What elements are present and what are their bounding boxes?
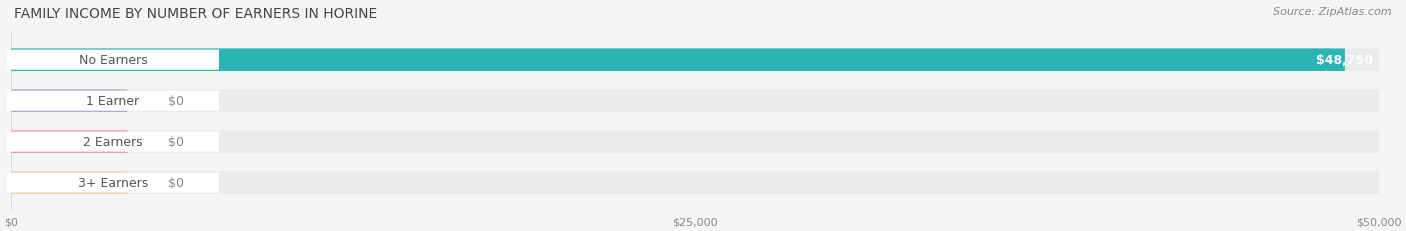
FancyBboxPatch shape: [7, 91, 219, 111]
Text: 1 Earner: 1 Earner: [86, 95, 139, 108]
Text: $0: $0: [169, 136, 184, 149]
Text: $0: $0: [169, 176, 184, 189]
FancyBboxPatch shape: [7, 50, 219, 70]
Text: 2 Earners: 2 Earners: [83, 136, 143, 149]
FancyBboxPatch shape: [11, 49, 1346, 72]
Text: No Earners: No Earners: [79, 54, 148, 67]
FancyBboxPatch shape: [7, 132, 219, 152]
Text: Source: ZipAtlas.com: Source: ZipAtlas.com: [1274, 7, 1392, 17]
FancyBboxPatch shape: [11, 131, 128, 153]
FancyBboxPatch shape: [11, 172, 1379, 194]
Text: FAMILY INCOME BY NUMBER OF EARNERS IN HORINE: FAMILY INCOME BY NUMBER OF EARNERS IN HO…: [14, 7, 377, 21]
FancyBboxPatch shape: [11, 131, 1379, 153]
Text: $0: $0: [169, 95, 184, 108]
FancyBboxPatch shape: [7, 173, 219, 193]
FancyBboxPatch shape: [11, 90, 128, 112]
Text: 3+ Earners: 3+ Earners: [77, 176, 148, 189]
FancyBboxPatch shape: [11, 90, 1379, 112]
FancyBboxPatch shape: [11, 49, 1379, 72]
FancyBboxPatch shape: [11, 172, 128, 194]
Text: $48,750: $48,750: [1316, 54, 1374, 67]
